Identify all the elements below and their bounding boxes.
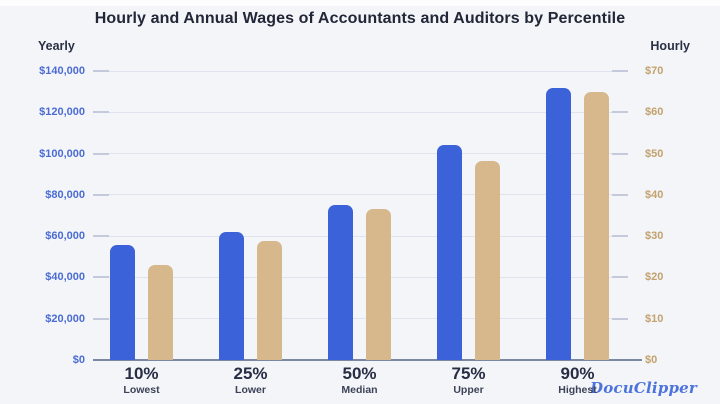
bar-yearly-75%: [437, 144, 462, 360]
top-strip: [0, 0, 720, 6]
category-sublabel: Upper: [453, 384, 484, 396]
hourly-tick-label: $30: [645, 230, 664, 243]
left-tick: [93, 111, 109, 114]
left-tick: [93, 317, 109, 320]
gridline: [93, 111, 628, 113]
right-tick: [612, 111, 628, 114]
gridline: [93, 70, 628, 72]
bar-hourly-25%: [257, 241, 282, 360]
right-tick: [612, 317, 628, 320]
hourly-tick-label: $10: [645, 312, 664, 325]
hourly-tick-label: $0: [645, 354, 658, 366]
chart-title: Hourly and Annual Wages of Accountants a…: [94, 10, 626, 27]
yearly-tick-label: $100,000: [39, 147, 85, 160]
category-label-50%: 50% Median: [305, 364, 415, 397]
category-sublabel: Lower: [235, 384, 266, 396]
plot-area: [93, 70, 642, 361]
yearly-tick-label: $140,000: [39, 65, 85, 77]
category-sublabel: Lowest: [123, 384, 160, 396]
category-label-90%: 90% Highest: [523, 364, 633, 397]
bar-yearly-25%: [219, 231, 244, 360]
right-tick: [612, 70, 628, 72]
gridline: [93, 153, 628, 155]
hourly-tick-label: $20: [645, 271, 664, 284]
bar-hourly-75%: [475, 161, 500, 360]
x-axis-line: [93, 359, 642, 361]
category-percent: 90%: [560, 364, 595, 383]
gridline: [93, 194, 628, 196]
yearly-tick-label: $60,000: [45, 230, 85, 243]
brand-logo: DocuClipper: [589, 379, 697, 397]
bar-yearly-50%: [328, 205, 353, 360]
category-label-10%: 10% Lowest: [87, 364, 197, 397]
yearly-axis-caption: Yearly: [38, 39, 75, 53]
bar-yearly-90%: [546, 87, 571, 360]
bar-hourly-10%: [148, 264, 173, 360]
hourly-axis-caption: Hourly: [650, 39, 690, 53]
category-label-25%: 25% Lower: [196, 364, 306, 397]
yearly-tick-label: $40,000: [45, 271, 85, 284]
right-tick: [612, 152, 628, 155]
category-percent: 50%: [342, 364, 377, 383]
gridline: [93, 318, 628, 320]
left-tick: [93, 70, 109, 72]
left-tick: [93, 276, 109, 279]
gridline: [93, 235, 628, 237]
right-tick: [612, 193, 628, 196]
right-tick: [612, 235, 628, 238]
left-tick: [93, 152, 109, 155]
category-percent: 75%: [451, 364, 486, 383]
category-label-75%: 75% Upper: [414, 364, 524, 397]
category-sublabel: Median: [341, 384, 378, 396]
left-tick: [93, 235, 109, 238]
yearly-tick-label: $120,000: [39, 106, 85, 119]
left-tick: [93, 193, 109, 196]
hourly-tick-label: $40: [645, 188, 664, 201]
hourly-tick-label: $60: [645, 106, 664, 119]
yearly-tick-label: $20,000: [45, 312, 85, 325]
category-sublabel: Highest: [558, 384, 597, 396]
hourly-tick-label: $50: [645, 147, 664, 160]
gridline: [93, 276, 628, 278]
bar-hourly-90%: [584, 91, 609, 360]
right-tick: [612, 276, 628, 279]
category-percent: 10%: [124, 364, 159, 383]
yearly-tick-label: $0: [72, 354, 85, 366]
yearly-tick-label: $80,000: [45, 188, 85, 201]
bar-yearly-10%: [110, 244, 135, 360]
bar-hourly-50%: [366, 208, 391, 360]
hourly-tick-label: $70: [645, 65, 664, 77]
category-percent: 25%: [233, 364, 268, 383]
